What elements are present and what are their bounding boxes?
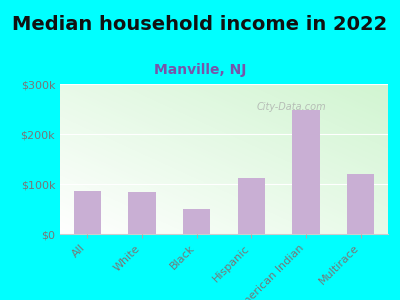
Bar — [238, 178, 265, 234]
Text: Manville, NJ: Manville, NJ — [154, 63, 246, 77]
Text: Median household income in 2022: Median household income in 2022 — [12, 15, 388, 34]
Bar — [128, 191, 156, 234]
Text: City-Data.com: City-Data.com — [257, 101, 326, 112]
Bar — [347, 174, 374, 234]
Bar — [74, 190, 101, 234]
Bar — [292, 110, 320, 234]
Bar — [183, 209, 210, 234]
